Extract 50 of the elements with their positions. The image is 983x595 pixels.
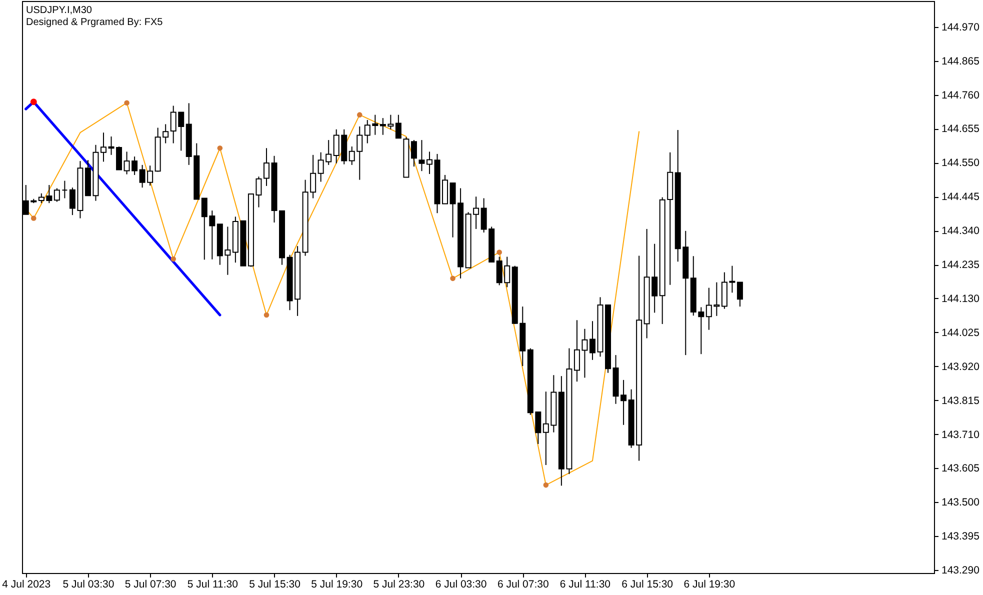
annotation: Designed & Prgramed By: FX5 xyxy=(26,17,164,28)
y-tick-label: 144.235 xyxy=(942,259,980,272)
y-tick-label: 144.760 xyxy=(942,89,980,102)
point xyxy=(217,145,223,151)
point xyxy=(30,216,36,221)
y-tick-label: 143.920 xyxy=(942,360,980,373)
point xyxy=(30,98,37,106)
y-tick-label: 144.025 xyxy=(942,326,980,339)
y-tick-label: 143.710 xyxy=(942,428,980,441)
y-tick-label: 143.605 xyxy=(942,462,980,475)
x-tick-label: 4 Jul 2023 xyxy=(2,578,51,590)
x-tick-label: 5 Jul 07:30 xyxy=(124,578,176,590)
candlestick xyxy=(54,188,60,202)
y-tick-label: 143.395 xyxy=(942,530,980,543)
point xyxy=(264,312,270,318)
x-tick-label: 5 Jul 15:30 xyxy=(249,578,301,590)
candlestick xyxy=(426,151,432,174)
y-tick-label: 144.445 xyxy=(942,191,980,204)
candlestick xyxy=(62,180,68,199)
y-tick-label: 144.550 xyxy=(942,157,980,170)
candlestick xyxy=(100,132,106,162)
y-tick-label: 144.865 xyxy=(942,55,980,68)
y-tick-label: 143.500 xyxy=(942,496,980,509)
x-tick-label: 6 Jul 07:30 xyxy=(497,578,549,590)
x-tick-label: 5 Jul 03:30 xyxy=(62,578,114,590)
y-tick-label: 144.970 xyxy=(942,21,980,34)
point xyxy=(356,112,362,118)
point xyxy=(543,482,549,488)
candlestick xyxy=(418,140,425,172)
candlestick xyxy=(736,282,743,308)
x-tick-label: 5 Jul 19:30 xyxy=(311,578,363,590)
candlestick xyxy=(263,148,270,186)
x-tick-label: 6 Jul 11:30 xyxy=(560,578,611,590)
point xyxy=(496,250,502,255)
point xyxy=(124,100,130,106)
x-tick-label: 5 Jul 11:30 xyxy=(187,578,238,590)
candlestick xyxy=(395,114,402,139)
point xyxy=(450,276,456,282)
chart-title: USDJPY.I,M30 xyxy=(26,5,92,16)
y-tick-label: 143.815 xyxy=(942,394,980,407)
x-tick-label: 6 Jul 03:30 xyxy=(435,578,487,590)
point xyxy=(170,256,176,262)
y-tick-label: 143.290 xyxy=(942,564,980,577)
y-tick-label: 144.130 xyxy=(942,292,980,305)
y-tick-label: 144.655 xyxy=(942,123,980,136)
x-tick-label: 5 Jul 23:30 xyxy=(373,578,425,590)
x-tick-label: 6 Jul 19:30 xyxy=(684,578,736,590)
x-tick-label: 6 Jul 15:30 xyxy=(622,578,674,590)
candlestick xyxy=(410,140,417,168)
y-tick-label: 144.340 xyxy=(942,225,980,238)
